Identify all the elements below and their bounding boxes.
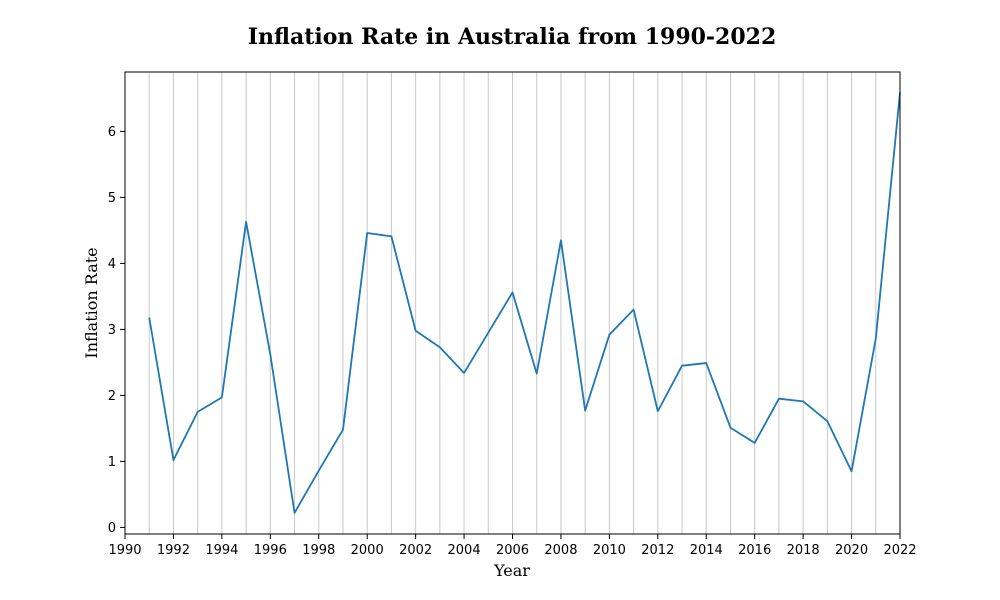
x-axis-ticks: 1990 1992 1994 1996 1998 2000 2002 2004 2006 2008… xyxy=(108,534,917,558)
y-tick-label: 0 xyxy=(108,521,116,536)
y-tick-label: 2 xyxy=(108,389,116,404)
x-tick-label: 1996 xyxy=(254,543,287,558)
x-tick-label: 2014 xyxy=(690,543,723,558)
x-tick-label: 2002 xyxy=(399,543,432,558)
y-axis-ticks: 0 1 2 3 4 5 6 xyxy=(108,125,125,536)
y-tick-label: 1 xyxy=(108,455,116,470)
chart-title: Inflation Rate in Australia from 1990-20… xyxy=(248,24,777,50)
x-tick-label: 2008 xyxy=(544,543,577,558)
x-tick-label: 1992 xyxy=(157,543,190,558)
x-tick-label: 2012 xyxy=(641,543,674,558)
x-tick-label: 2006 xyxy=(496,543,529,558)
x-tick-label: 2004 xyxy=(448,543,481,558)
y-tick-label: 4 xyxy=(108,257,116,272)
x-tick-label: 1994 xyxy=(205,543,238,558)
x-tick-label: 2016 xyxy=(738,543,771,558)
y-axis-label: Inflation Rate xyxy=(82,247,101,358)
y-tick-label: 6 xyxy=(108,125,116,140)
x-tick-label: 2018 xyxy=(787,543,820,558)
series-line-0 xyxy=(148,92,901,514)
y-tick-label: 5 xyxy=(108,191,116,206)
y-tick-label: 3 xyxy=(108,323,116,338)
series-group xyxy=(148,92,901,514)
grid-lines xyxy=(124,72,901,534)
x-axis-label: Year xyxy=(493,561,530,580)
x-tick-label: 2000 xyxy=(351,543,384,558)
x-tick-label: 1990 xyxy=(108,543,141,558)
x-tick-label: 1998 xyxy=(302,543,335,558)
x-tick-label: 2010 xyxy=(593,543,626,558)
x-tick-label: 2022 xyxy=(883,543,916,558)
x-tick-label: 2020 xyxy=(835,543,868,558)
